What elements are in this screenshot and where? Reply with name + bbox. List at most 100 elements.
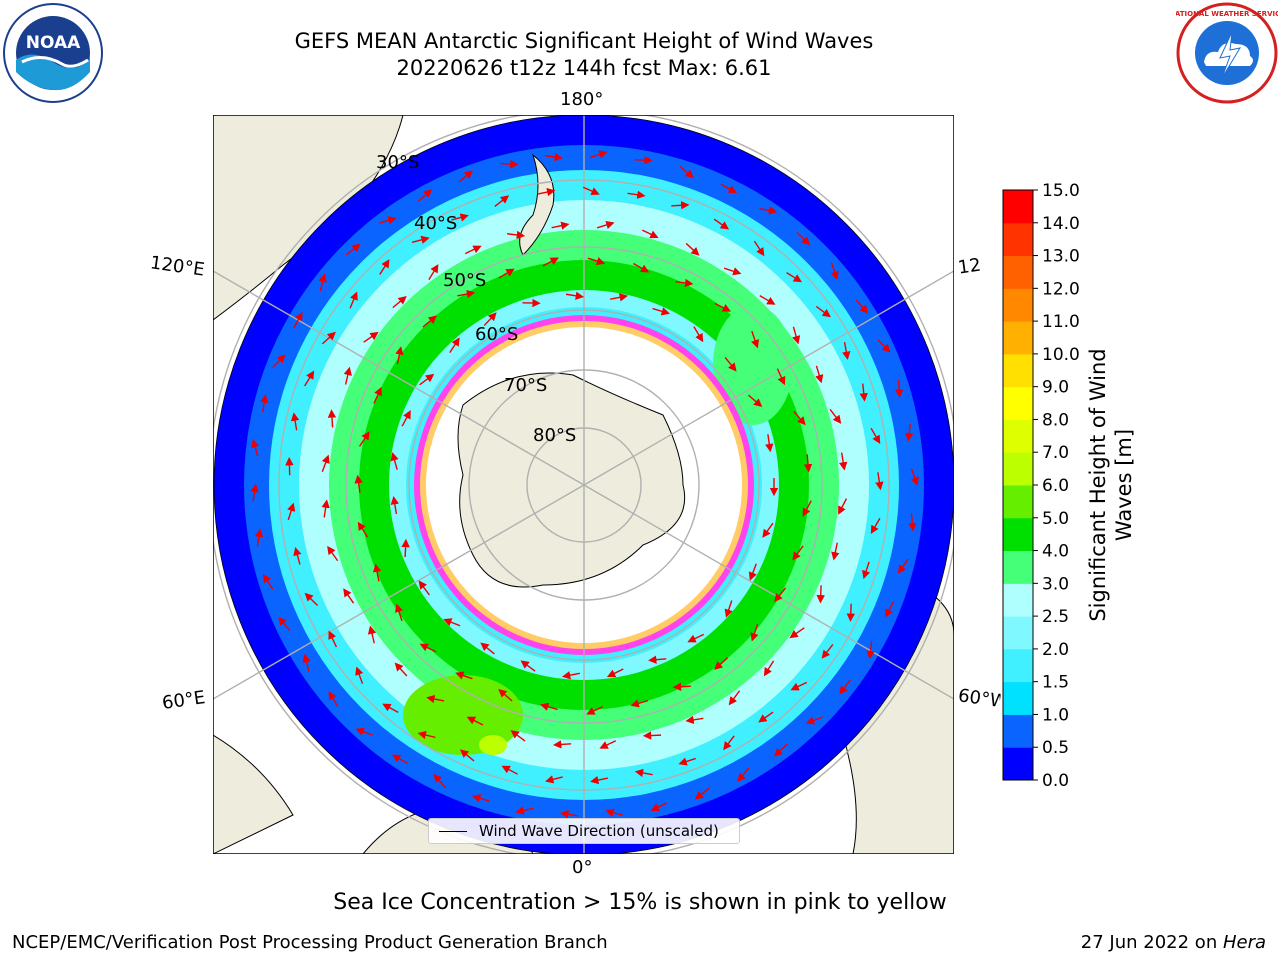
wave-direction-arrow xyxy=(671,201,690,210)
wave-direction-arrow xyxy=(506,230,526,240)
wave-direction-arrow xyxy=(759,295,776,305)
wave-direction-arrow xyxy=(759,206,778,215)
colorbar-tick-label: 5.0 xyxy=(1042,509,1069,529)
wave-direction-arrow xyxy=(250,483,259,502)
wave-direction-arrow xyxy=(382,703,399,713)
wave-direction-arrow xyxy=(363,331,379,343)
wave-direction-arrow xyxy=(515,806,534,815)
wave-direction-arrow xyxy=(544,152,563,162)
wave-direction-arrow xyxy=(678,757,696,766)
wave-direction-arrow xyxy=(866,641,875,660)
wave-direction-arrow xyxy=(551,221,570,230)
wave-direction-arrow xyxy=(652,307,670,316)
wave-direction-arrow xyxy=(417,189,433,202)
wave-direction-arrow xyxy=(582,186,600,196)
wave-direction-arrow xyxy=(758,711,774,723)
lat-label-60s: 60°S xyxy=(475,324,519,345)
wave-direction-arrow xyxy=(457,289,476,299)
wave-direction-arrow xyxy=(466,716,484,726)
wave-direction-arrow xyxy=(391,754,409,765)
colorbar-tick-label: 6.0 xyxy=(1042,476,1069,496)
wave-direction-arrow xyxy=(390,452,399,470)
wave-direction-arrow xyxy=(589,150,608,159)
wave-direction-arrow xyxy=(642,731,662,740)
wave-direction-arrow xyxy=(765,434,774,453)
colorbar-segment xyxy=(1003,550,1033,584)
wave-direction-arrow xyxy=(260,394,269,413)
wave-direction-arrow xyxy=(627,190,646,199)
wave-direction-arrow xyxy=(372,563,382,582)
legend-line-swatch xyxy=(439,831,467,832)
wave-direction-arrow xyxy=(723,735,735,751)
colorbar-tick-label: 3.0 xyxy=(1042,574,1069,594)
wave-direction-arrow xyxy=(587,257,606,266)
lon-label-120w: 120°W xyxy=(956,254,984,279)
wave-direction-arrow xyxy=(846,603,855,622)
land-africa-south xyxy=(213,734,294,854)
wave-direction-arrow xyxy=(897,558,909,574)
wave-direction-arrow xyxy=(561,671,580,680)
wave-direction-arrow xyxy=(287,502,296,521)
wave-direction-arrow xyxy=(565,291,585,300)
lat-label-80s: 80°S xyxy=(533,425,577,446)
wave-direction-arrow xyxy=(687,633,705,643)
wave-direction-arrow xyxy=(290,412,300,431)
wave-direction-arrow xyxy=(586,706,603,715)
lon-label-180: 180° xyxy=(560,89,604,110)
wave-direction-arrow xyxy=(367,625,377,644)
wave-direction-arrow xyxy=(318,273,327,292)
wave-direction-arrow xyxy=(262,573,274,590)
colorbar-label-line1: Significant Height of Wind xyxy=(1086,348,1110,622)
wave-direction-arrow xyxy=(630,699,649,708)
nws-logo-icon: NATIONAL WEATHER SERVICE xyxy=(1176,2,1278,104)
wave-direction-arrow xyxy=(354,474,363,493)
wave-direction-arrow xyxy=(251,438,260,457)
wave-direction-arrow xyxy=(392,295,407,309)
wave-direction-arrow xyxy=(792,545,804,561)
wave-direction-arrow xyxy=(345,243,361,256)
wave-direction-arrow xyxy=(433,773,446,789)
wave-direction-arrow xyxy=(762,522,774,538)
wave-direction-arrow xyxy=(293,546,302,565)
colorbar-tick-label: 2.0 xyxy=(1042,640,1069,660)
wave-direction-arrow xyxy=(483,312,497,327)
wave-direction-arrow xyxy=(349,291,358,309)
wave-direction-arrow xyxy=(641,229,659,239)
colorbar-segment xyxy=(1003,648,1033,683)
wave-direction-arrow xyxy=(278,616,291,632)
wave-direction-arrow xyxy=(560,810,579,819)
colorbar-segment xyxy=(1003,517,1033,552)
wave-direction-arrow xyxy=(633,262,650,273)
colorbar-tick-label: 1.5 xyxy=(1042,673,1069,693)
wave-direction-arrow xyxy=(634,768,653,778)
wave-direction-arrow xyxy=(599,740,617,749)
wave-direction-arrow xyxy=(685,242,700,256)
wave-direction-arrow xyxy=(494,195,510,208)
wave-direction-arrow xyxy=(693,326,704,343)
wave-direction-arrow xyxy=(870,517,881,535)
wave-direction-arrow xyxy=(355,666,364,684)
wave-direction-arrow xyxy=(428,264,439,280)
wave-direction-arrow xyxy=(328,630,338,648)
wave-direction-arrow xyxy=(748,394,763,408)
wave-direction-arrow xyxy=(422,315,437,328)
wave-direction-arrow xyxy=(796,231,811,246)
wave-direction-arrow xyxy=(830,262,839,280)
wave-direction-arrow xyxy=(411,235,430,244)
wave-direction-arrow xyxy=(679,165,694,179)
wave-direction-arrow xyxy=(327,409,337,428)
colorbar-label: Significant Height of Wind Waves [m] xyxy=(1085,315,1145,655)
wave-direction-arrow xyxy=(908,513,917,532)
wave-direction-arrow xyxy=(802,500,812,517)
wave-direction-arrow xyxy=(790,681,808,691)
wave-direction-arrow xyxy=(590,775,609,785)
wave-direction-arrow xyxy=(520,660,536,672)
footer-date: 27 Jun 2022 on Hera xyxy=(1081,932,1266,953)
wave-direction-arrow xyxy=(894,379,904,398)
wave-direction-arrow xyxy=(304,592,319,606)
wave-direction-arrow xyxy=(786,272,803,283)
map-title-line2: 20220626 t12z 144h fcst Max: 6.61 xyxy=(396,56,772,80)
colorbar-segment xyxy=(1003,616,1033,650)
wave-direction-arrow xyxy=(751,330,760,349)
wave-direction-arrow xyxy=(373,386,382,404)
